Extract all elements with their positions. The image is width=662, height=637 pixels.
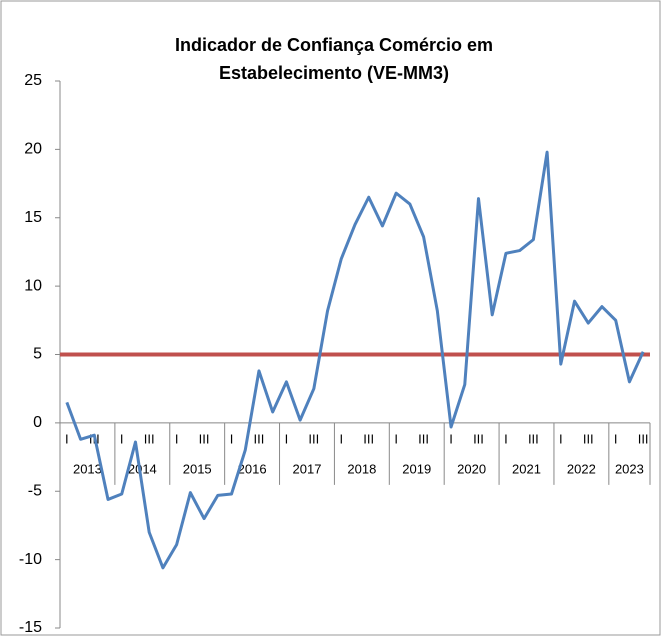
x-tick-label: I xyxy=(65,431,69,446)
x-tick-label: I xyxy=(559,431,563,446)
chart-title-line: Estabelecimento (VE-MM3) xyxy=(219,63,449,83)
year-label: 2016 xyxy=(238,461,267,476)
y-tick-label: 25 xyxy=(24,72,42,89)
y-tick-label: 20 xyxy=(24,141,42,158)
year-label: 2017 xyxy=(293,461,322,476)
year-label: 2022 xyxy=(567,461,596,476)
year-label: 2020 xyxy=(457,461,486,476)
y-tick-label: -15 xyxy=(19,619,42,636)
x-tick-label: III xyxy=(418,431,429,446)
year-label: 2014 xyxy=(128,461,157,476)
y-tick-label: 15 xyxy=(24,209,42,226)
x-tick-label: I xyxy=(230,431,234,446)
x-tick-label: I xyxy=(504,431,508,446)
x-tick-label: III xyxy=(638,431,649,446)
x-tick-label: III xyxy=(144,431,155,446)
x-tick-label: I xyxy=(339,431,343,446)
year-label: 2021 xyxy=(512,461,541,476)
x-tick-label: III xyxy=(473,431,484,446)
x-tick-label: III xyxy=(199,431,210,446)
year-label: 2023 xyxy=(615,461,644,476)
data-line xyxy=(65,150,645,570)
chart-title-line: Indicador de Confiança Comércio em xyxy=(175,35,493,55)
year-label: 2019 xyxy=(402,461,431,476)
year-label: 2018 xyxy=(347,461,376,476)
y-tick-label: 10 xyxy=(24,277,42,294)
y-tick-label: -5 xyxy=(28,482,42,499)
year-label: 2013 xyxy=(73,461,102,476)
x-tick-label: I xyxy=(614,431,618,446)
x-tick-label: III xyxy=(363,431,374,446)
y-tick-label: 5 xyxy=(33,346,42,363)
y-tick-label: -10 xyxy=(19,551,42,568)
x-tick-label: I xyxy=(449,431,453,446)
x-tick-label: I xyxy=(175,431,179,446)
year-label: 2015 xyxy=(183,461,212,476)
y-tick-label: 0 xyxy=(33,414,42,431)
x-tick-label: III xyxy=(308,431,319,446)
x-tick-label: I xyxy=(285,431,289,446)
x-tick-label: III xyxy=(528,431,539,446)
x-tick-label: I xyxy=(120,431,124,446)
x-tick-label: III xyxy=(254,431,265,446)
x-tick-label: I xyxy=(394,431,398,446)
x-tick-label: III xyxy=(583,431,594,446)
